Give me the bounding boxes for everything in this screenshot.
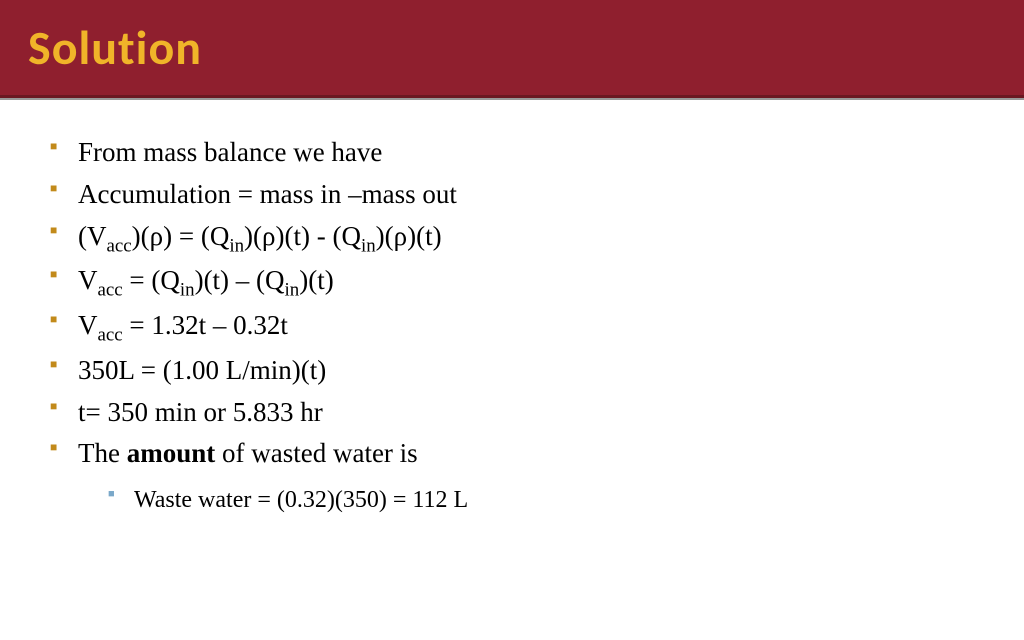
bullet-text: From mass balance we have: [78, 137, 382, 167]
bullet-text-eq: Vacc = (Qin)(t) – (Qin)(t): [78, 265, 334, 295]
sub-bullet-text: Waste water = (0.32)(350) = 112 L: [134, 487, 468, 513]
slide-title: Solution: [28, 18, 1024, 77]
list-item: Vacc = (Qin)(t) – (Qin)(t): [50, 260, 984, 305]
slide-header: Solution: [0, 0, 1024, 98]
list-item: The amount of wasted water is Waste wate…: [50, 433, 984, 519]
bullet-text: t= 350 min or 5.833 hr: [78, 397, 323, 427]
header-divider: [0, 98, 1024, 100]
list-item: From mass balance we have: [50, 132, 984, 174]
bullet-text-eq: Vacc = 1.32t – 0.32t: [78, 310, 288, 340]
slide-content: From mass balance we have Accumulation =…: [0, 104, 1024, 520]
bullet-text: Accumulation = mass in –mass out: [78, 179, 457, 209]
bullet-list: From mass balance we have Accumulation =…: [50, 132, 984, 520]
list-item: Vacc = 1.32t – 0.32t: [50, 305, 984, 350]
sub-bullet-list: Waste water = (0.32)(350) = 112 L: [108, 481, 984, 519]
list-item: (Vacc)(ρ) = (Qin)(ρ)(t) - (Qin)(ρ)(t): [50, 216, 984, 261]
bullet-text: 350L = (1.00 L/min)(t): [78, 355, 326, 385]
sub-list-item: Waste water = (0.32)(350) = 112 L: [108, 481, 984, 519]
list-item: Accumulation = mass in –mass out: [50, 174, 984, 216]
list-item: 350L = (1.00 L/min)(t): [50, 350, 984, 392]
bullet-text-eq: (Vacc)(ρ) = (Qin)(ρ)(t) - (Qin)(ρ)(t): [78, 221, 442, 251]
list-item: t= 350 min or 5.833 hr: [50, 392, 984, 434]
bullet-text-rich: The amount of wasted water is: [78, 438, 418, 468]
